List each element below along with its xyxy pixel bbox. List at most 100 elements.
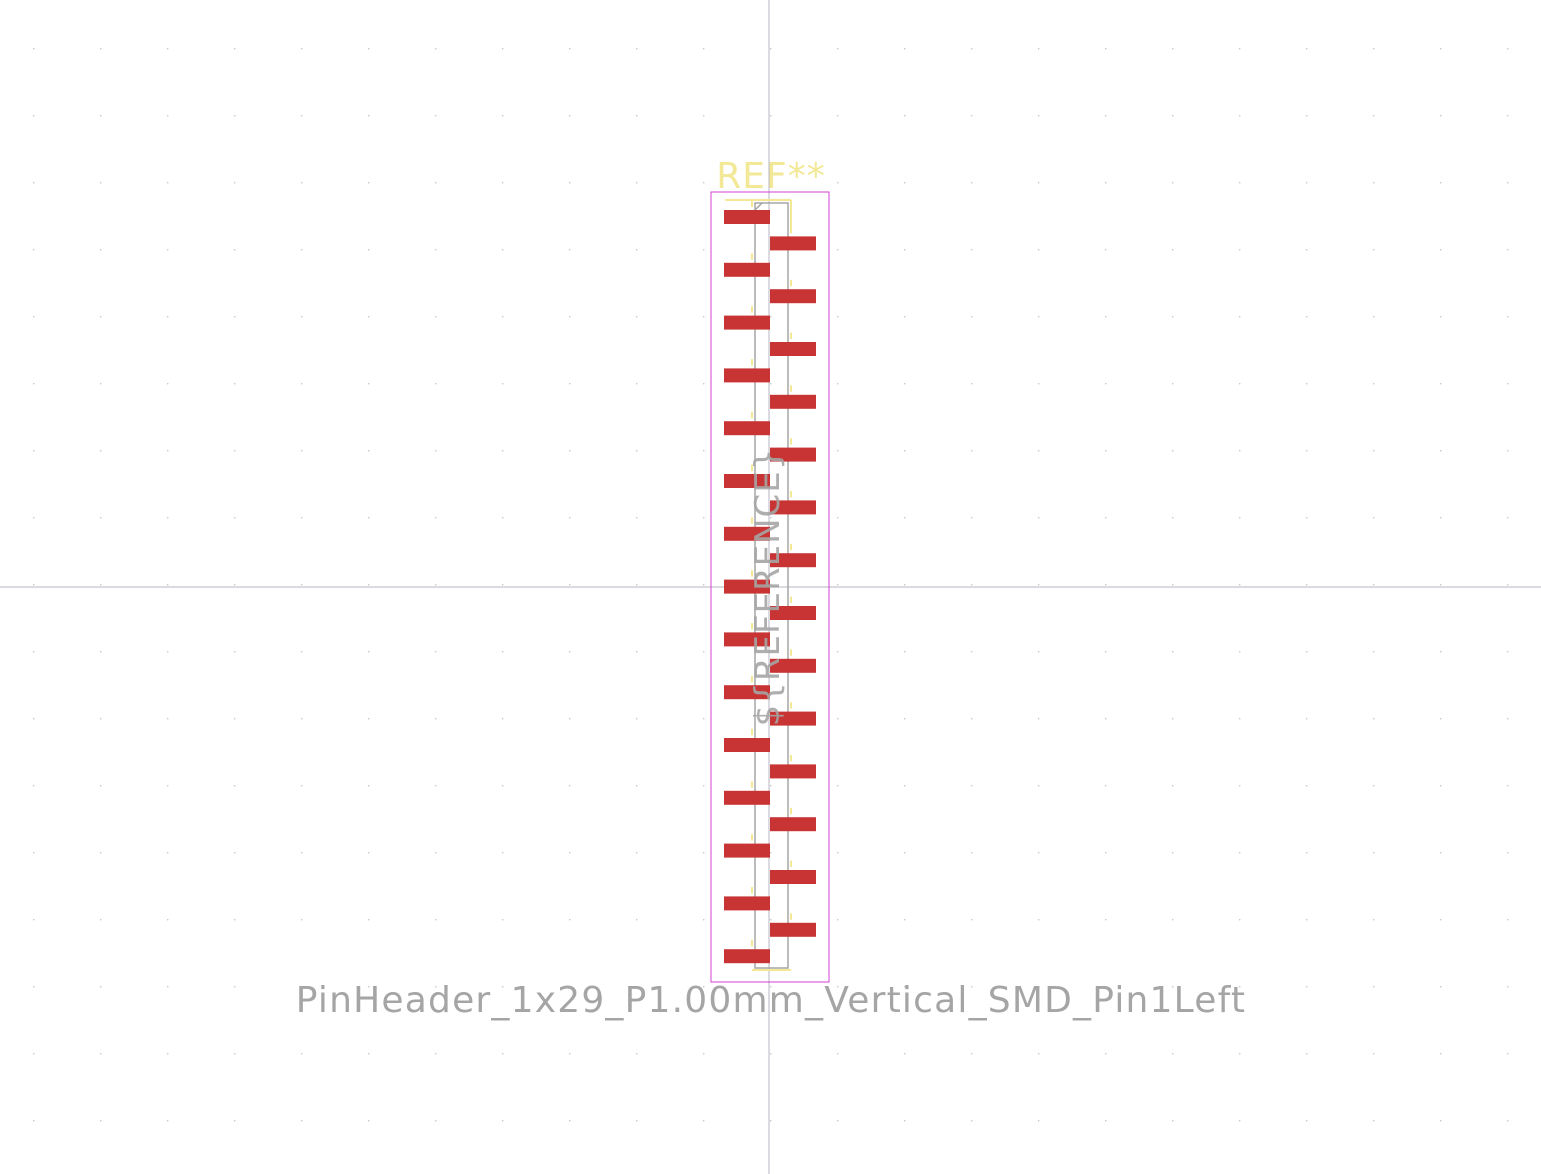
grid-dot — [1105, 718, 1107, 720]
grid-dot — [234, 450, 236, 452]
grid-dot — [1105, 785, 1107, 787]
grid-dot — [100, 651, 102, 653]
grid-dot — [1172, 584, 1174, 586]
pad-14[interactable] — [770, 553, 816, 568]
grid-dot — [636, 517, 638, 519]
grid-dot — [1239, 316, 1241, 318]
grid-dot — [971, 986, 973, 988]
pad-2[interactable] — [770, 236, 816, 251]
grid-dot — [636, 115, 638, 117]
grid-dot — [703, 651, 705, 653]
pad-28[interactable] — [770, 922, 816, 937]
pad-19[interactable] — [724, 685, 770, 700]
pad-7[interactable] — [724, 368, 770, 383]
grid-dot — [569, 316, 571, 318]
pad-6[interactable] — [770, 342, 816, 356]
grid-dot — [368, 182, 370, 184]
grid-dot — [435, 718, 437, 720]
grid-dot — [569, 450, 571, 452]
pad-29[interactable] — [724, 949, 770, 964]
pads — [724, 210, 816, 964]
grid-dot — [1507, 450, 1509, 452]
grid-dot — [837, 651, 839, 653]
grid-dot — [1440, 1053, 1442, 1055]
grid-dot — [837, 718, 839, 720]
grid-dot — [1105, 316, 1107, 318]
pad-26[interactable] — [770, 870, 816, 884]
grid-dot — [234, 986, 236, 988]
grid-dot — [904, 718, 906, 720]
pad-20[interactable] — [770, 711, 816, 726]
pad-8[interactable] — [770, 394, 816, 409]
pad-11[interactable] — [724, 474, 770, 488]
grid-dot — [636, 48, 638, 50]
fab-pin1-chamfer — [754, 202, 763, 211]
grid-dot — [971, 718, 973, 720]
pad-13[interactable] — [724, 526, 770, 541]
pad-24[interactable] — [770, 817, 816, 832]
pad-4[interactable] — [770, 289, 816, 304]
grid-dot — [1105, 1120, 1107, 1122]
pad-21[interactable] — [724, 738, 770, 752]
grid-dot — [703, 115, 705, 117]
pad-5[interactable] — [724, 315, 770, 330]
grid-dot — [703, 48, 705, 50]
grid-dot — [301, 1053, 303, 1055]
pad-9[interactable] — [724, 421, 770, 436]
grid-dot — [904, 1053, 906, 1055]
grid-dot — [100, 182, 102, 184]
grid-dot — [971, 48, 973, 50]
pad-15[interactable] — [724, 579, 770, 594]
grid-dot — [33, 785, 35, 787]
grid-dot — [1105, 1053, 1107, 1055]
grid-dot — [167, 919, 169, 921]
grid-dot — [1440, 584, 1442, 586]
pad-17[interactable] — [724, 632, 770, 647]
grid-dot — [502, 718, 504, 720]
grid-dot — [167, 651, 169, 653]
grid-dot — [636, 383, 638, 385]
grid-dot — [368, 919, 370, 921]
grid-dot — [837, 48, 839, 50]
grid-dot — [1306, 249, 1308, 251]
pad-25[interactable] — [724, 843, 770, 858]
pad-18[interactable] — [770, 658, 816, 673]
pad-1[interactable] — [724, 210, 770, 224]
pad-22[interactable] — [770, 764, 816, 779]
grid-dot — [167, 852, 169, 854]
grid-dot — [1373, 1120, 1375, 1122]
grid-dot — [703, 986, 705, 988]
grid-dot — [368, 718, 370, 720]
pad-23[interactable] — [724, 790, 770, 805]
grid-dot — [1172, 517, 1174, 519]
grid-dot — [167, 115, 169, 117]
grid-dot — [1172, 785, 1174, 787]
grid-dot — [100, 584, 102, 586]
silkscreen-outline — [725, 199, 792, 971]
grid-dot — [1306, 517, 1308, 519]
grid-dot — [1507, 651, 1509, 653]
grid-dot — [368, 249, 370, 251]
pad-10[interactable] — [770, 447, 816, 462]
pad-27[interactable] — [724, 896, 770, 911]
grid-dot — [569, 383, 571, 385]
grid-dot — [167, 584, 169, 586]
grid-dot — [904, 383, 906, 385]
grid-dot — [636, 785, 638, 787]
pad-16[interactable] — [770, 606, 816, 620]
grid-dot — [971, 651, 973, 653]
grid-dot — [1507, 1053, 1509, 1055]
grid-dot — [1507, 1120, 1509, 1122]
grid-dot — [1239, 450, 1241, 452]
pad-12[interactable] — [770, 500, 816, 515]
grid-dot — [301, 517, 303, 519]
grid-dot — [33, 316, 35, 318]
grid-dot — [33, 852, 35, 854]
grid-dot — [435, 986, 437, 988]
grid-dot — [837, 852, 839, 854]
grid-dot — [234, 1053, 236, 1055]
grid-dot — [33, 718, 35, 720]
pad-3[interactable] — [724, 262, 770, 277]
grid-dot — [502, 450, 504, 452]
